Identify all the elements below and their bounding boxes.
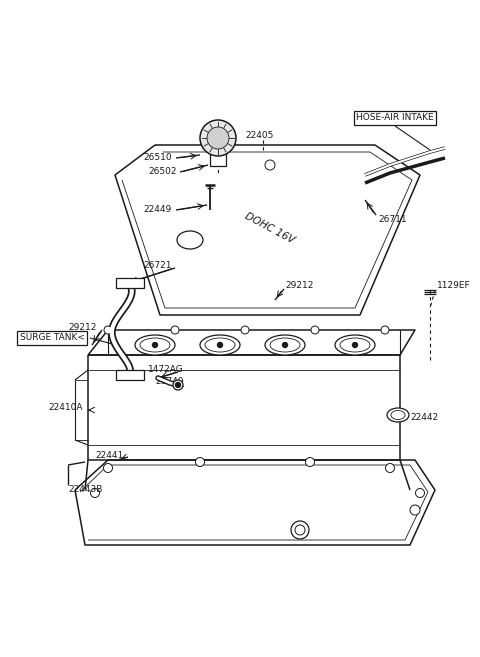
Text: 22449: 22449 <box>143 206 171 214</box>
Ellipse shape <box>391 411 405 420</box>
Circle shape <box>265 160 275 170</box>
Circle shape <box>283 342 288 348</box>
Circle shape <box>416 489 424 497</box>
Circle shape <box>241 326 249 334</box>
Text: 26711: 26711 <box>378 215 407 225</box>
Circle shape <box>195 457 204 466</box>
Ellipse shape <box>387 408 409 422</box>
Bar <box>116 278 144 288</box>
Ellipse shape <box>205 338 235 352</box>
Circle shape <box>173 380 183 390</box>
Circle shape <box>305 457 314 466</box>
Ellipse shape <box>177 231 203 249</box>
Circle shape <box>217 342 223 348</box>
Circle shape <box>104 463 112 472</box>
Circle shape <box>291 521 309 539</box>
Text: 22443B: 22443B <box>68 486 102 495</box>
Text: 26721: 26721 <box>143 260 171 269</box>
Circle shape <box>176 382 180 388</box>
Ellipse shape <box>270 338 300 352</box>
Ellipse shape <box>335 335 375 355</box>
Circle shape <box>200 120 236 156</box>
Circle shape <box>91 489 99 497</box>
Text: 22410A: 22410A <box>48 403 83 413</box>
Circle shape <box>295 525 305 535</box>
Circle shape <box>385 463 395 472</box>
Text: 26510: 26510 <box>143 154 172 162</box>
Bar <box>210 148 226 166</box>
Circle shape <box>153 342 157 348</box>
Text: DOHC 16V: DOHC 16V <box>243 211 297 245</box>
Ellipse shape <box>135 335 175 355</box>
Text: 1129EF: 1129EF <box>437 281 470 290</box>
Ellipse shape <box>200 335 240 355</box>
Circle shape <box>381 326 389 334</box>
Text: 26502: 26502 <box>148 168 177 177</box>
Circle shape <box>104 326 112 334</box>
Text: 22442: 22442 <box>410 413 438 422</box>
Circle shape <box>171 326 179 334</box>
Text: HOSE-AIR INTAKE: HOSE-AIR INTAKE <box>356 114 434 122</box>
Circle shape <box>311 326 319 334</box>
Ellipse shape <box>140 338 170 352</box>
Text: 22405: 22405 <box>245 131 274 139</box>
Text: 1472AG: 1472AG <box>148 365 184 374</box>
Text: 26740: 26740 <box>155 378 183 386</box>
Text: 29212: 29212 <box>68 323 96 332</box>
Text: SURGE TANK<: SURGE TANK< <box>20 334 84 342</box>
Ellipse shape <box>340 338 370 352</box>
Circle shape <box>207 127 229 149</box>
Ellipse shape <box>265 335 305 355</box>
Text: H: H <box>186 235 194 245</box>
Text: 29212: 29212 <box>285 281 313 290</box>
Circle shape <box>352 342 358 348</box>
Text: 22441: 22441 <box>95 451 123 459</box>
Circle shape <box>410 505 420 515</box>
Bar <box>116 370 144 380</box>
